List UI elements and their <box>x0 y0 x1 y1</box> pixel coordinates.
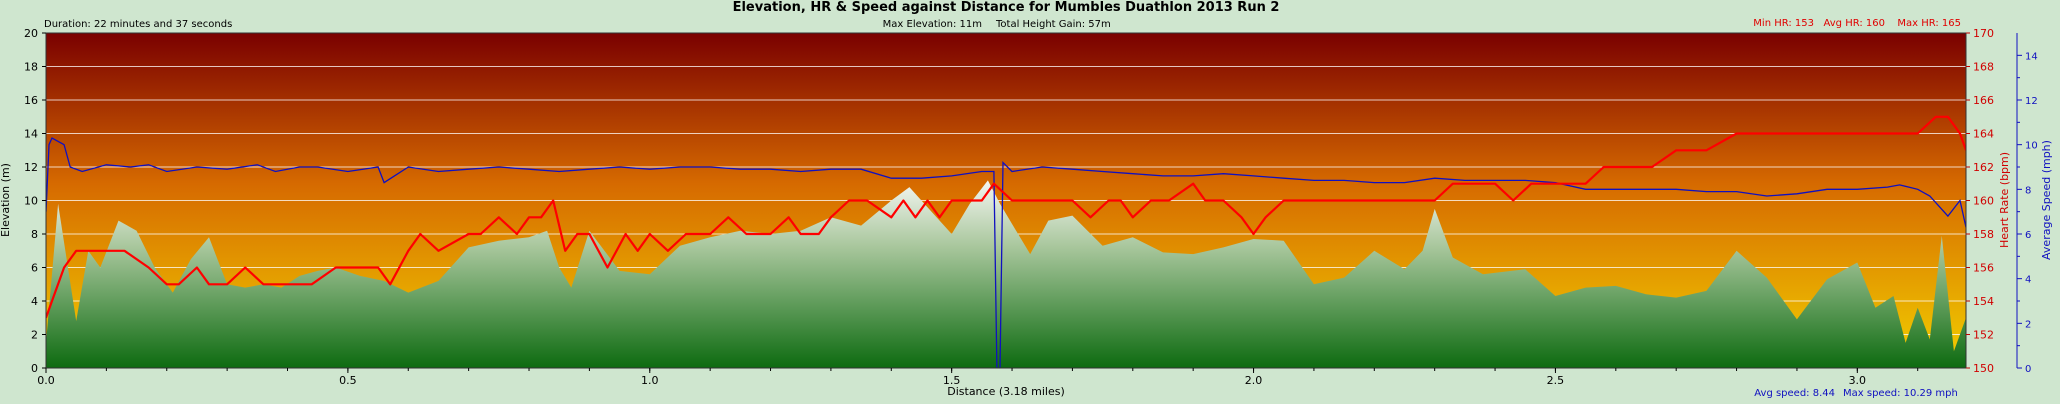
distance-tick-label-2: 1.0 <box>641 374 659 387</box>
distance-tick-label-0: 0.0 <box>37 374 55 387</box>
speed-line <box>46 137 1966 368</box>
speed-tick-label-0: 0 <box>2025 364 2031 375</box>
hr-tick-label-4: 158 <box>1973 228 1994 241</box>
distance-tick-label-5: 2.5 <box>1547 374 1565 387</box>
elevation-tick-label-3: 6 <box>31 262 38 275</box>
avg-speed-label: Avg speed: 8.44 <box>1754 388 1835 399</box>
duration-label: Duration: 22 minutes and 37 seconds <box>44 19 232 30</box>
elevation-tick-label-0: 0 <box>31 362 38 375</box>
hr-tick-label-2: 154 <box>1973 295 1994 308</box>
heart-rate-axis: 150 152 154 156 158 160 162 164 166 168 170 <box>1966 27 1994 375</box>
elevation-tick-label-1: 2 <box>31 329 38 342</box>
hr-tick-label-0: 150 <box>1973 362 1994 375</box>
x-axis-label: Distance (3.18 miles) <box>947 385 1065 398</box>
elevation-tick-label-5: 10 <box>24 195 38 208</box>
speed-tick-label-7: 14 <box>2025 51 2038 62</box>
y-axis-label-speed: Average Speed (mph) <box>2040 140 2053 260</box>
y-axis-label-elevation: Elevation (m) <box>0 163 12 237</box>
min-hr-label: Min HR: 153 <box>1753 18 1814 29</box>
max-hr-label: Max HR: 165 <box>1897 18 1961 29</box>
speed-tick-label-6: 12 <box>2025 96 2038 107</box>
y-axis-label-heart-rate: Heart Rate (bpm) <box>1998 152 2011 248</box>
distance-tick-label-6: 3.0 <box>1849 374 1867 387</box>
distance-tick-label-1: 0.5 <box>339 374 357 387</box>
elevation-tick-label-2: 4 <box>31 295 38 308</box>
hr-tick-label-7: 164 <box>1973 128 1994 141</box>
hr-tick-label-8: 166 <box>1973 94 1994 107</box>
elevation-tick-label-9: 18 <box>24 61 38 74</box>
avg-hr-label: Avg HR: 160 <box>1824 18 1886 29</box>
speed-tick-label-5: 10 <box>2025 141 2038 152</box>
chart-title: Elevation, HR & Speed against Distance f… <box>733 0 1280 15</box>
elevation-tick-label-10: 20 <box>24 27 38 40</box>
distance-tick-label-4: 2.0 <box>1245 374 1263 387</box>
hr-tick-label-1: 152 <box>1973 329 1994 342</box>
hr-tick-label-9: 168 <box>1973 61 1994 74</box>
hr-tick-label-10: 170 <box>1973 27 1994 40</box>
speed-tick-label-2: 4 <box>2025 275 2031 286</box>
speed-tick-label-4: 8 <box>2025 185 2031 196</box>
max-speed-label: Max speed: 10.29 mph <box>1843 388 1958 399</box>
hr-tick-label-6: 162 <box>1973 161 1994 174</box>
max-elevation-label: Max Elevation: 11m <box>883 19 982 30</box>
heart-rate-layer <box>46 115 1966 319</box>
speed-tick-label-3: 6 <box>2025 230 2031 241</box>
total-height-gain-label: Total Height Gain: 57m <box>995 19 1111 30</box>
speed-tick-label-1: 2 <box>2025 319 2031 330</box>
speed-axis: 0 2 4 6 8 10 12 14 <box>2016 33 2038 375</box>
elevation-tick-label-4: 8 <box>31 228 38 241</box>
elevation-tick-label-7: 14 <box>24 128 38 141</box>
speed-layer <box>46 137 1966 368</box>
elevation-axis: 0 2 4 6 8 10 12 14 16 18 20 <box>24 27 46 375</box>
elevation-tick-label-8: 16 <box>24 94 38 107</box>
elevation-layer <box>46 180 1966 368</box>
hr-tick-label-5: 160 <box>1973 195 1994 208</box>
hr-tick-label-3: 156 <box>1973 262 1994 275</box>
distance-tick-label-3: 1.5 <box>943 374 961 387</box>
heart-rate-line <box>46 115 1966 319</box>
elevation-area <box>46 180 1966 368</box>
elevation-tick-label-6: 12 <box>24 161 38 174</box>
distance-axis: 0.0 0.5 1.0 1.5 2.0 2.5 3.0 <box>37 368 1919 387</box>
